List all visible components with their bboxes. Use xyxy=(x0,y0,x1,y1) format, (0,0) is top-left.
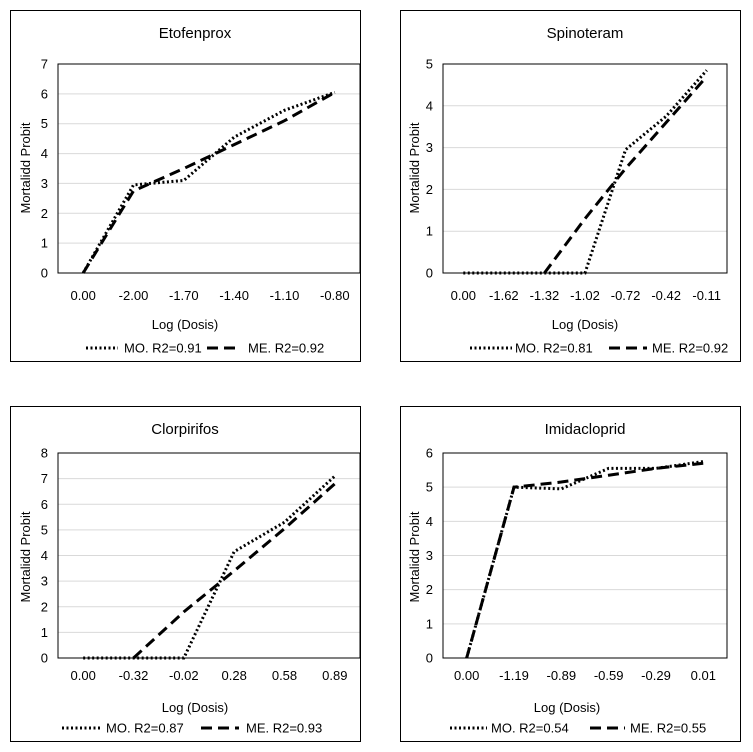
y-tick-label: 6 xyxy=(426,446,433,461)
chart-title: Etofenprox xyxy=(159,25,232,42)
y-tick-label: 2 xyxy=(426,182,433,197)
y-tick-label: 0 xyxy=(41,266,48,281)
x-tick-label: -0.42 xyxy=(651,288,681,303)
y-tick-label: 4 xyxy=(426,98,433,113)
x-tick-label: 0.01 xyxy=(691,668,716,683)
plot-area xyxy=(442,452,728,659)
x-tick-label: -0.72 xyxy=(611,288,641,303)
chart-clorpirifos-svg: 0 1 2 3 4 5 6 7 8 0.00 -0.32 -0.02 0.28 0.58 0.89 Clorp… xyxy=(18,421,361,736)
legend-label: ME. R2=0.93 xyxy=(246,721,322,736)
plot-area xyxy=(57,63,361,274)
chart-panel-clorpirifos: 0 1 2 3 4 5 6 7 8 0.00 -0.32 -0.02 0.28 0.58 0.89 Clorp… xyxy=(10,406,361,742)
y-tick-label: 2 xyxy=(41,206,48,221)
chart-etofenprox-svg: 0 1 2 3 4 5 6 7 0.00 -2.00 -1.70 -1.40 -1.10 -0.80 Eto… xyxy=(18,25,361,356)
x-tick-label: -1.62 xyxy=(489,288,519,303)
legend-label: MO. R2=0.87 xyxy=(106,721,184,736)
chart-spinoteram-svg: 0 1 2 3 4 5 0.00 -1.62 -1.32 -1.02 -0.72 -0.42 -0.11… xyxy=(407,25,728,356)
chart-title: Spinoteram xyxy=(547,25,624,42)
x-tick-label: 0.00 xyxy=(454,668,479,683)
x-axis-title: Log (Dosis) xyxy=(152,317,218,332)
x-tick-label: 0.00 xyxy=(451,288,476,303)
legend-label: ME. R2=0.92 xyxy=(652,341,728,356)
y-tick-label: 6 xyxy=(41,86,48,101)
legend-label: ME. R2=0.92 xyxy=(248,341,324,356)
plot-area xyxy=(442,63,728,274)
x-axis-title: Log (Dosis) xyxy=(534,700,600,715)
x-tick-label: -1.40 xyxy=(219,288,249,303)
legend-label: ME. R2=0.55 xyxy=(630,721,706,736)
y-tick-label: 3 xyxy=(41,574,48,589)
y-tick-label: 0 xyxy=(426,651,433,666)
series-line-me xyxy=(81,91,336,274)
series-line-mo xyxy=(463,69,708,275)
y-axis-title: Mortalidd Probit xyxy=(18,511,33,602)
x-tick-label: -0.11 xyxy=(692,288,721,303)
series-line-mo xyxy=(465,460,704,659)
series-line-me xyxy=(132,482,336,660)
plot-area xyxy=(57,452,361,659)
x-tick-label: -0.29 xyxy=(641,668,671,683)
x-tick-label: -1.02 xyxy=(570,288,600,303)
y-axis-title: Mortalidd Probit xyxy=(407,511,422,602)
chart-title: Imidacloprid xyxy=(545,421,626,438)
x-tick-label: -1.19 xyxy=(499,668,529,683)
legend-label: MO. R2=0.91 xyxy=(124,341,202,356)
y-tick-label: 0 xyxy=(426,266,433,281)
x-tick-label: -0.59 xyxy=(594,668,624,683)
series-line-me xyxy=(465,461,704,659)
x-axis-title: Log (Dosis) xyxy=(162,700,228,715)
y-axis-title: Mortalidd Probit xyxy=(407,122,422,213)
legend-label: MO. R2=0.54 xyxy=(491,721,569,736)
x-tick-label: -1.70 xyxy=(169,288,199,303)
chart-panel-etofenprox: 0 1 2 3 4 5 6 7 0.00 -2.00 -1.70 -1.40 -1.10 -0.80 Eto… xyxy=(10,10,361,362)
y-axis-title: Mortalidd Probit xyxy=(18,122,33,213)
x-tick-label: -0.32 xyxy=(119,668,149,683)
chart-imidacloprid-svg: 0 1 2 3 4 5 6 0.00 -1.19 -0.89 -0.59 -0.29 0.01 Imida… xyxy=(407,421,728,736)
y-tick-label: 8 xyxy=(41,446,48,461)
y-tick-label: 2 xyxy=(41,599,48,614)
y-tick-label: 1 xyxy=(41,625,48,640)
x-tick-label: 0.58 xyxy=(272,668,297,683)
x-tick-label: 0.00 xyxy=(71,668,96,683)
chart-title: Clorpirifos xyxy=(151,421,219,438)
y-tick-label: 3 xyxy=(426,140,433,155)
x-tick-label: -1.10 xyxy=(270,288,300,303)
y-tick-label: 2 xyxy=(426,582,433,597)
y-tick-label: 3 xyxy=(41,176,48,191)
x-tick-label: -1.32 xyxy=(530,288,560,303)
x-tick-label: 0.28 xyxy=(222,668,247,683)
y-tick-label: 1 xyxy=(41,236,48,251)
y-tick-label: 1 xyxy=(426,224,433,239)
y-tick-label: 7 xyxy=(41,471,48,486)
x-tick-label: -0.89 xyxy=(547,668,577,683)
y-tick-label: 4 xyxy=(426,514,433,529)
y-tick-label: 5 xyxy=(41,522,48,537)
y-tick-label: 0 xyxy=(41,651,48,666)
y-tick-label: 4 xyxy=(41,146,48,161)
x-tick-label: 0.00 xyxy=(71,288,96,303)
y-tick-label: 5 xyxy=(426,57,433,72)
y-tick-label: 1 xyxy=(426,616,433,631)
series-line-me xyxy=(543,75,708,274)
series-line-mo xyxy=(83,474,336,660)
x-tick-label: -2.00 xyxy=(119,288,149,303)
x-tick-label: -0.02 xyxy=(169,668,199,683)
x-axis-title: Log (Dosis) xyxy=(552,317,618,332)
series-line-mo xyxy=(81,90,336,274)
y-tick-label: 4 xyxy=(41,548,48,563)
x-tick-label: -0.80 xyxy=(320,288,350,303)
chart-panel-imidacloprid: 0 1 2 3 4 5 6 0.00 -1.19 -0.89 -0.59 -0.29 0.01 Imida… xyxy=(400,406,741,742)
y-tick-label: 3 xyxy=(426,548,433,563)
y-tick-label: 6 xyxy=(41,497,48,512)
y-tick-label: 7 xyxy=(41,57,48,72)
y-tick-label: 5 xyxy=(41,116,48,131)
chart-panel-spinoteram: 0 1 2 3 4 5 0.00 -1.62 -1.32 -1.02 -0.72 -0.42 -0.11… xyxy=(400,10,741,362)
y-tick-label: 5 xyxy=(426,480,433,495)
legend-label: MO. R2=0.81 xyxy=(515,341,593,356)
x-tick-label: 0.89 xyxy=(322,668,347,683)
